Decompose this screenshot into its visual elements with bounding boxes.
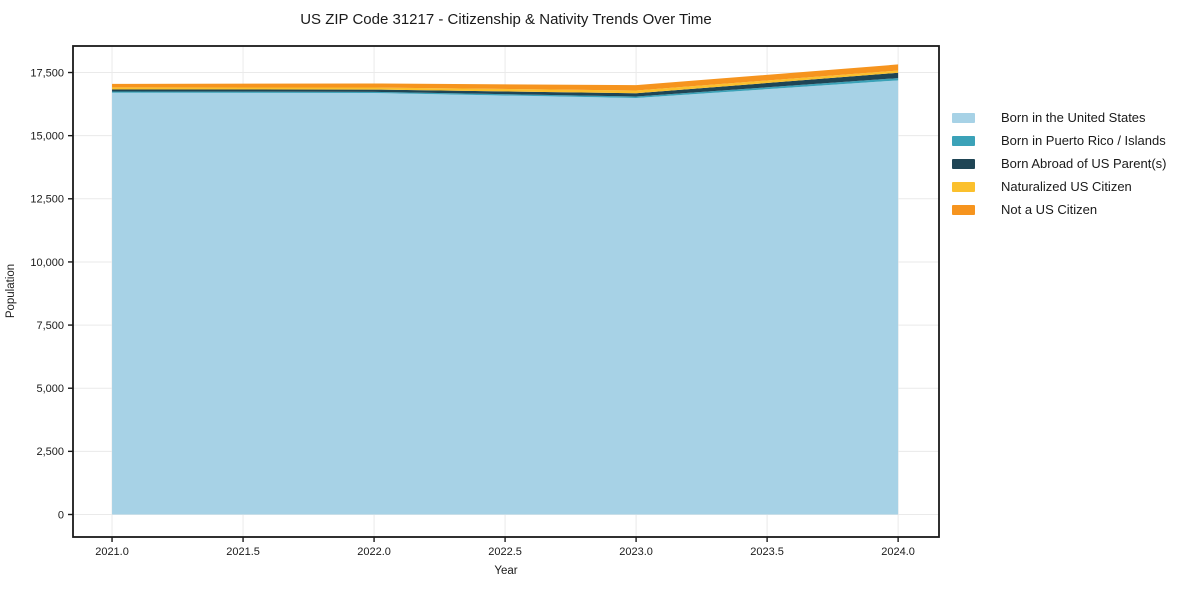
legend-item-born-abroad-of-us-parent-s: Born Abroad of US Parent(s) [952,152,1166,175]
x-tick-label: 2021.0 [95,546,129,558]
y-tick-label: 5,000 [36,383,64,395]
area-born-in-the-united-states [112,80,899,515]
y-tick-label: 2,500 [36,446,64,458]
x-tick-label: 2023.0 [619,546,653,558]
y-tick-label: 0 [58,509,64,521]
plot-area: 0 2,500 5,000 7,500 10,000 12,500 15,000 17,500… [30,45,940,558]
axes-frame [72,45,940,538]
y-tick-label: 17,500 [30,67,64,79]
y-tick-label: 7,500 [36,320,64,332]
legend: Born in the United States Born in Puerto … [952,106,1166,221]
legend-swatch [952,181,975,192]
legend-label: Born in Puerto Rico / Islands [1001,133,1166,148]
legend-label: Not a US Citizen [1001,202,1098,217]
x-tick-label: 2024.0 [881,546,915,558]
legend-swatch [952,204,975,215]
legend-swatch [952,158,975,169]
legend-label: Born in the United States [1001,110,1146,125]
y-tick-label: 12,500 [30,194,64,206]
legend-swatch [952,112,975,123]
area-naturalized-us-citizen [112,70,899,94]
area-not-a-us-citizen [112,64,899,91]
legend-label: Born Abroad of US Parent(s) [1001,156,1167,171]
chart-title: US ZIP Code 31217 - Citizenship & Nativi… [300,11,712,28]
x-tick-label: 2021.5 [226,546,260,558]
y-axis-label: Population [5,264,17,318]
area-born-in-puerto-rico-islands [112,78,899,99]
x-axis-label: Year [494,565,517,577]
legend-item-not-a-us-citizen: Not a US Citizen [952,198,1166,221]
legend-item-born-in-the-united-states: Born in the United States [952,106,1166,129]
legend-swatch [952,135,975,146]
x-tick-label: 2023.5 [750,546,784,558]
area-born-abroad-of-us-parent-s [112,72,899,97]
x-tick-label: 2022.0 [357,546,391,558]
legend-item-born-in-puerto-rico-islands: Born in Puerto Rico / Islands [952,129,1166,152]
y-tick-label: 10,000 [30,257,64,269]
y-tick-label: 15,000 [30,131,64,143]
legend-label: Naturalized US Citizen [1001,179,1132,194]
legend-item-naturalized-us-citizen: Naturalized US Citizen [952,175,1166,198]
x-tick-label: 2022.5 [488,546,522,558]
